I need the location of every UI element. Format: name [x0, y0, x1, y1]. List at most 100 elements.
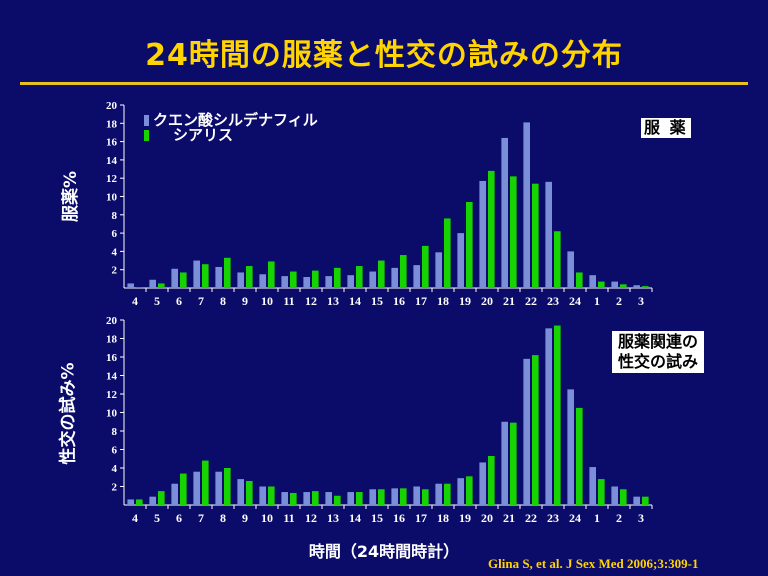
legend-item-sildenafil: クエン酸シルデナフィル: [144, 113, 318, 128]
top-bar-cialis: [268, 261, 275, 288]
bottom-x-tick-label: 3: [638, 511, 644, 525]
top-bar-sildenafil: [633, 285, 640, 288]
bottom-panel-label-line1: 服薬関連の: [618, 332, 699, 351]
top-bar-cialis: [576, 272, 583, 288]
bottom-x-tick-label: 22: [525, 511, 537, 525]
top-bar-cialis: [598, 281, 605, 288]
top-bar-sildenafil: [171, 268, 178, 288]
bottom-bar-cialis: [202, 460, 209, 505]
top-x-tick-label: 18: [437, 294, 449, 308]
bottom-x-tick-label: 21: [503, 511, 515, 525]
top-bar-sildenafil: [457, 233, 464, 288]
top-bar-sildenafil: [391, 267, 398, 288]
top-bar-sildenafil: [259, 274, 266, 288]
bottom-x-tick-label: 5: [154, 511, 160, 525]
top-bar-sildenafil: [413, 265, 420, 288]
top-bar-sildenafil: [479, 180, 486, 288]
bottom-x-tick-label: 12: [305, 511, 317, 525]
top-y-tick-label: 8: [112, 210, 118, 222]
top-bar-cialis: [620, 284, 627, 288]
top-bar-sildenafil: [149, 279, 156, 288]
top-bar-cialis: [466, 201, 473, 288]
top-bar-cialis: [202, 264, 209, 288]
top-x-tick-label: 15: [371, 294, 383, 308]
top-bar-sildenafil: [193, 260, 200, 288]
top-bar-cialis: [158, 283, 165, 288]
bottom-panel-label-line2: 性交の試み: [618, 352, 699, 371]
top-x-tick-label: 4: [132, 294, 138, 308]
legend-item-cialis: シアリス: [144, 128, 318, 143]
bottom-bar-cialis: [576, 407, 583, 505]
bottom-y-tick-label: 8: [112, 426, 118, 438]
top-bar-sildenafil: [589, 275, 596, 288]
bottom-x-tick-label: 17: [415, 511, 427, 525]
top-bar-sildenafil: [501, 137, 508, 288]
bottom-bar-sildenafil: [237, 479, 244, 505]
top-panel-label: 服 薬: [641, 118, 691, 138]
top-bar-sildenafil: [369, 271, 376, 288]
top-bar-sildenafil: [611, 281, 618, 288]
top-x-tick-label: 17: [415, 294, 427, 308]
bottom-bar-sildenafil: [369, 489, 376, 505]
top-x-tick-label: 19: [459, 294, 471, 308]
title-underline: [20, 82, 748, 85]
source-citation: Glina S, et al. J Sex Med 2006;3:309-1: [488, 556, 699, 571]
bottom-y-tick-label: 20: [106, 315, 118, 327]
bottom-bar-cialis: [312, 491, 319, 505]
bottom-bar-cialis: [136, 499, 143, 505]
bottom-x-tick-label: 2: [616, 511, 622, 525]
bottom-bar-sildenafil: [435, 483, 442, 505]
bottom-bar-sildenafil: [501, 421, 508, 505]
top-x-tick-label: 23: [547, 294, 559, 308]
bottom-bar-sildenafil: [391, 488, 398, 505]
top-x-tick-label: 3: [638, 294, 644, 308]
bottom-bar-sildenafil: [303, 492, 310, 505]
bottom-y-tick-label: 10: [106, 408, 118, 420]
bottom-bar-sildenafil: [545, 328, 552, 505]
top-bar-cialis: [136, 287, 143, 288]
bottom-x-tick-label: 10: [261, 511, 273, 525]
top-x-tick-label: 1: [594, 294, 600, 308]
top-bar-cialis: [400, 255, 407, 288]
top-bar-sildenafil: [325, 276, 332, 288]
top-x-tick-label: 5: [154, 294, 160, 308]
top-bar-sildenafil: [215, 266, 222, 288]
top-x-tick-label: 10: [261, 294, 273, 308]
top-bar-cialis: [554, 231, 561, 288]
top-x-tick-label: 6: [176, 294, 182, 308]
top-bar-cialis: [642, 286, 649, 288]
bottom-x-tick-label: 15: [371, 511, 383, 525]
top-bar-sildenafil: [347, 275, 354, 288]
bottom-bar-cialis: [400, 488, 407, 505]
bottom-bar-sildenafil: [127, 499, 134, 505]
bottom-bar-sildenafil: [193, 471, 200, 505]
bottom-bar-cialis: [422, 489, 429, 505]
bottom-bar-cialis: [268, 486, 275, 505]
bottom-x-tick-label: 20: [481, 511, 493, 525]
top-x-tick-label: 13: [327, 294, 339, 308]
bottom-bar-sildenafil: [611, 486, 618, 505]
bottom-bar-sildenafil: [171, 483, 178, 505]
top-x-tick-label: 24: [569, 294, 581, 308]
top-bar-cialis: [422, 245, 429, 288]
bottom-y-tick-label: 12: [106, 389, 118, 401]
bottom-bar-cialis: [532, 355, 539, 505]
top-bar-cialis: [444, 218, 451, 288]
bottom-x-tick-label: 7: [198, 511, 204, 525]
legend-label-sildenafil: クエン酸シルデナフィル: [153, 111, 318, 129]
bottom-bar-sildenafil: [149, 496, 156, 505]
bottom-x-tick-label: 23: [547, 511, 559, 525]
bottom-bar-sildenafil: [325, 492, 332, 505]
top-x-tick-label: 2: [616, 294, 622, 308]
bottom-y-tick-label: 6: [112, 445, 118, 457]
bottom-x-tick-label: 16: [393, 511, 405, 525]
bottom-bar-sildenafil: [633, 496, 640, 505]
top-y-tick-label: 16: [106, 137, 118, 149]
bottom-bar-cialis: [290, 492, 297, 505]
top-bar-sildenafil: [237, 272, 244, 288]
bottom-panel-label: 服薬関連の 性交の試み: [612, 331, 705, 373]
top-x-tick-label: 22: [525, 294, 537, 308]
bottom-x-tick-label: 6: [176, 511, 182, 525]
bottom-y-tick-label: 2: [112, 482, 118, 494]
